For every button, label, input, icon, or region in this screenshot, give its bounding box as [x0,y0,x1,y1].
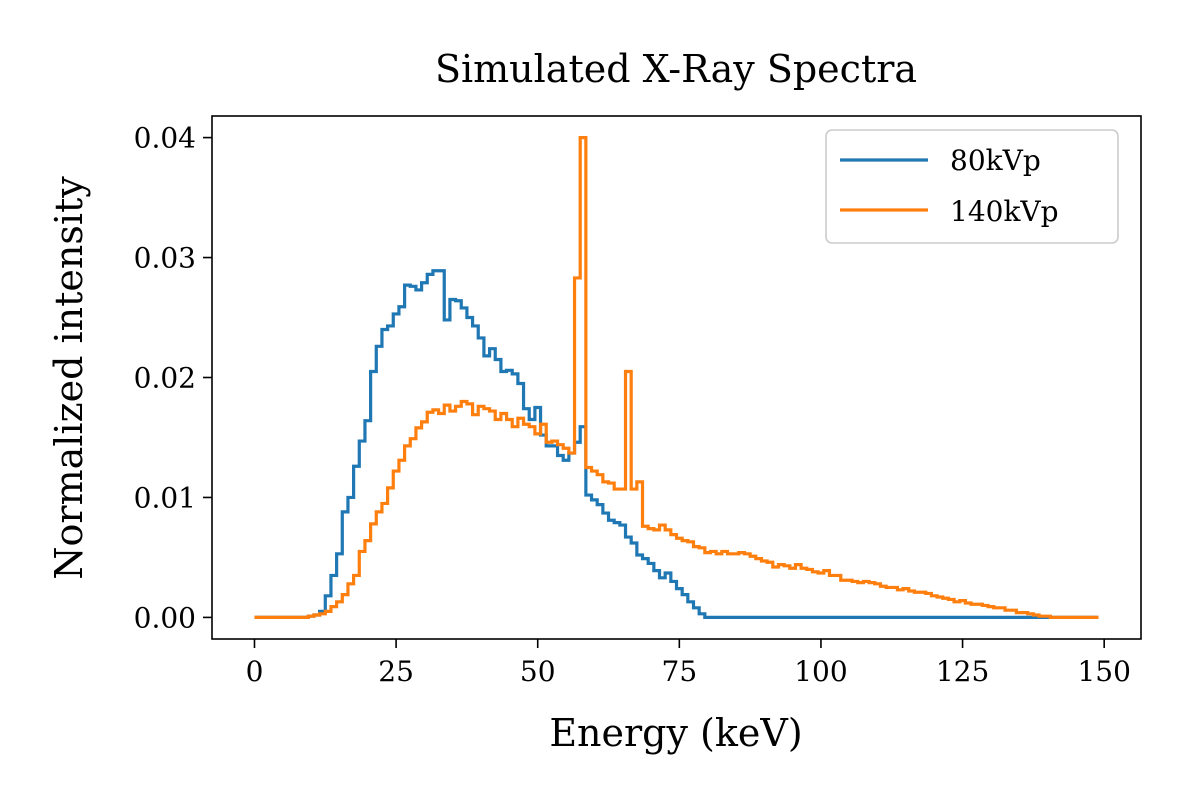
series-line-80kvp [254,269,1099,620]
legend-label-140kvp: 140kVp [950,195,1059,228]
y-axis-ticks: 0.00 0.01 0.02 0.03 0.04 [134,122,212,634]
x-axis-label: Energy (keV) [549,711,802,755]
x-tick-label: 25 [378,655,414,688]
x-tick-label: 150 [1077,655,1130,688]
x-tick-label: 50 [520,655,556,688]
y-tick-label: 0.00 [134,601,196,634]
y-axis-label: Normalized intensity [47,176,91,580]
y-tick-label: 0.03 [134,242,196,275]
series-line-140kvp [254,135,1099,620]
series-group [254,135,1099,620]
x-tick-label: 0 [246,655,264,688]
legend-box [825,129,1119,244]
x-tick-label: 125 [936,655,989,688]
x-tick-label: 100 [794,655,847,688]
chart-title: Simulated X-Ray Spectra [435,47,917,91]
x-axis-ticks: 0 25 50 75 100 125 150 [246,639,1131,688]
legend-label-80kvp: 80kVp [950,144,1041,177]
y-tick-label: 0.02 [134,362,196,395]
y-tick-label: 0.04 [134,122,196,155]
legend: 80kVp 140kVp [825,129,1119,244]
x-tick-label: 75 [662,655,698,688]
y-tick-label: 0.01 [134,481,196,514]
